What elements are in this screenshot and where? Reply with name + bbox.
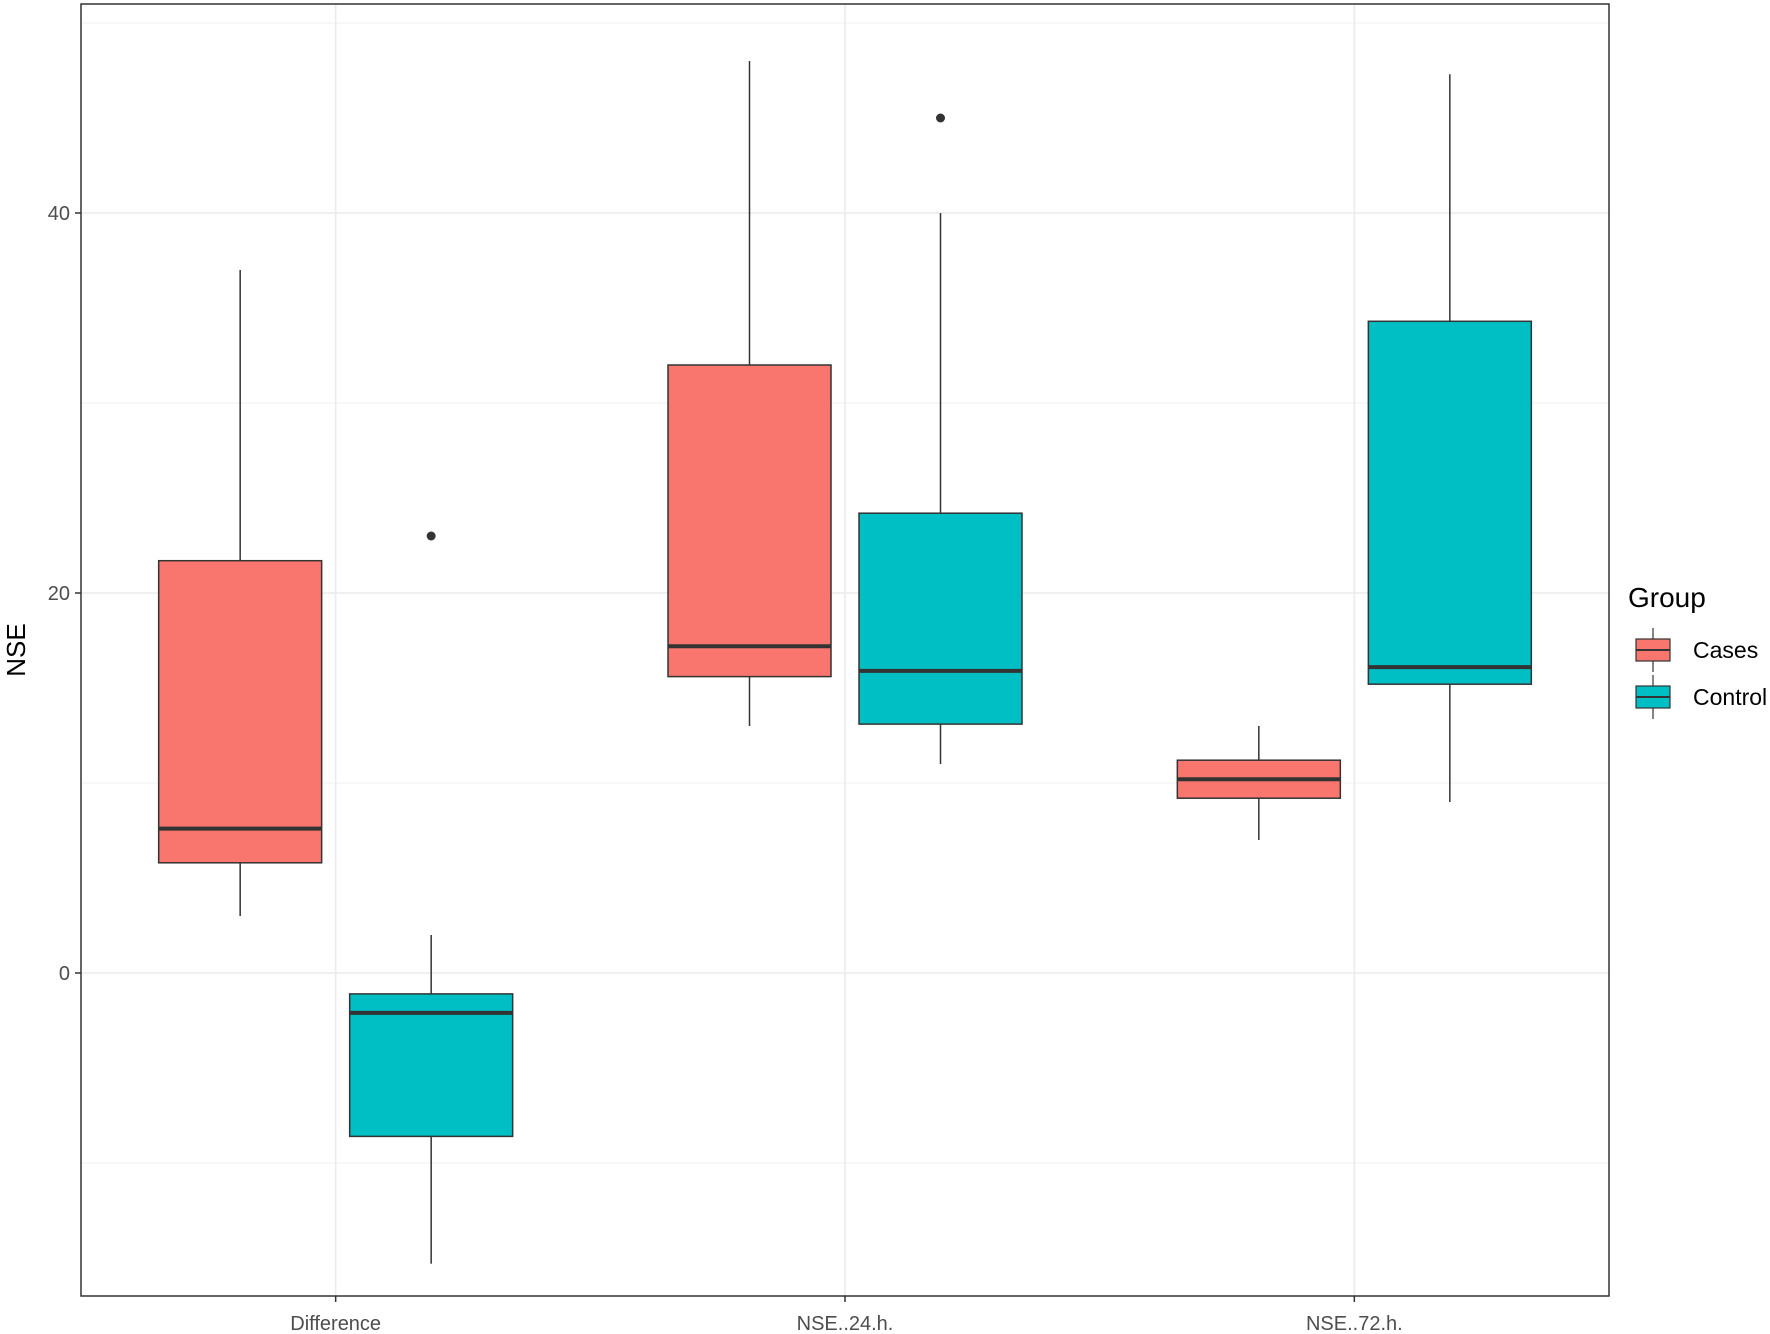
y-tick-label: 0 [59, 963, 70, 985]
box-iqr [1367, 320, 1533, 685]
box-cases-1 [667, 61, 832, 726]
y-tick-label: 40 [48, 203, 70, 225]
legend: Group Cases Control [1628, 582, 1767, 719]
y-tick-label: 20 [48, 583, 70, 605]
boxes-layer [157, 61, 1533, 1264]
y-axis-title: NSE [1, 623, 31, 676]
outlier-point [426, 531, 436, 541]
legend-title: Group [1628, 582, 1706, 613]
box-control-1 [858, 113, 1023, 764]
legend-item-cases: Cases [1635, 628, 1758, 672]
y-axis: 0 20 40 [48, 203, 81, 985]
legend-label: Control [1693, 684, 1767, 710]
box-cases-2 [1176, 726, 1342, 840]
x-tick-label: Difference [290, 1313, 381, 1334]
legend-item-control: Control [1635, 675, 1767, 719]
outlier-point [936, 113, 945, 123]
box-control-2 [1367, 74, 1533, 802]
x-tick-label: NSE..72.h. [1306, 1313, 1403, 1334]
legend-label: Cases [1693, 637, 1758, 663]
box-iqr [348, 993, 514, 1138]
box-iqr [157, 559, 323, 864]
grid-lines [81, 4, 1609, 1296]
box-iqr [667, 364, 832, 678]
x-tick-label: NSE..24.h. [797, 1313, 894, 1334]
x-axis: Difference NSE..24.h. NSE..72.h. [290, 1296, 1403, 1334]
box-iqr [858, 512, 1023, 725]
box-control-0 [348, 531, 514, 1264]
box-cases-0 [157, 270, 323, 916]
